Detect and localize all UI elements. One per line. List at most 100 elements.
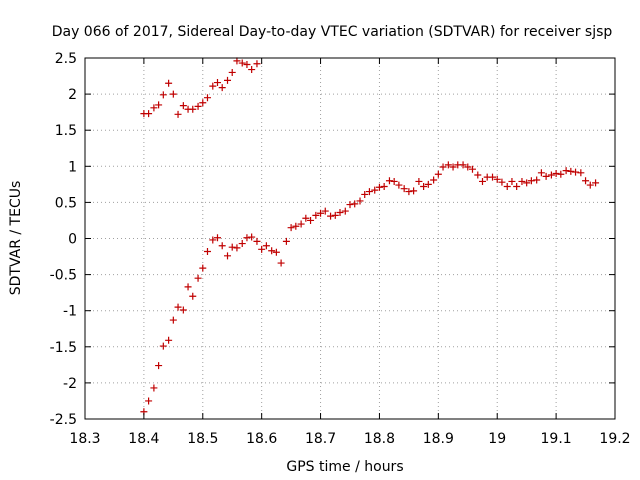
x-tick-labels: 18.3 18.4 18.5 18.6 18.7 18.8 18.9 19 19.1 19.2	[69, 431, 630, 447]
data-point	[518, 177, 526, 185]
data-point	[209, 236, 217, 244]
data-point	[321, 207, 329, 215]
data-point	[533, 176, 541, 184]
data-point	[582, 177, 590, 185]
data-point	[203, 94, 211, 102]
y-tick-label: 1	[68, 159, 77, 175]
data-point	[218, 242, 226, 250]
y-tick-label: 0	[68, 232, 77, 248]
data-point	[145, 397, 153, 405]
y-tick-label: 1.5	[55, 123, 77, 139]
data-point	[410, 187, 418, 195]
data-point	[312, 211, 320, 219]
data-point	[464, 163, 472, 171]
data-point	[224, 252, 232, 260]
data-point	[385, 177, 393, 185]
x-tick-label: 18.7	[305, 431, 336, 447]
data-point	[165, 336, 173, 344]
data-point	[317, 209, 325, 217]
data-point	[371, 186, 379, 194]
data-point	[474, 171, 482, 179]
data-point	[169, 90, 177, 98]
data-point	[297, 220, 305, 228]
data-point	[430, 176, 438, 184]
data-point	[243, 60, 251, 68]
data-point	[552, 170, 560, 178]
data-point	[444, 161, 452, 169]
data-point	[179, 306, 187, 314]
data-point	[238, 240, 246, 248]
data-point	[228, 68, 236, 76]
x-tick-label: 18.5	[187, 431, 218, 447]
data-point	[400, 185, 408, 193]
data-point	[155, 101, 163, 109]
data-point	[184, 283, 192, 291]
data-point	[292, 222, 300, 230]
y-tick-label: 2	[68, 87, 77, 103]
x-tick-label: 19.2	[599, 431, 630, 447]
data-point	[248, 66, 256, 74]
data-point	[341, 207, 349, 215]
data-points	[140, 57, 600, 416]
data-point	[253, 237, 261, 245]
chart-title: Day 066 of 2017, Sidereal Day-to-day VTE…	[52, 24, 613, 40]
data-point	[277, 259, 285, 267]
data-point	[493, 175, 501, 183]
data-point	[224, 76, 232, 84]
data-point	[468, 165, 476, 173]
data-point	[439, 163, 447, 171]
data-point	[586, 181, 594, 189]
data-point	[527, 177, 535, 185]
y-tick-label: 2.5	[55, 51, 77, 67]
data-point	[547, 171, 555, 179]
data-point	[562, 167, 570, 175]
data-point	[489, 173, 497, 181]
data-point	[356, 197, 364, 205]
data-point	[459, 161, 467, 169]
data-point	[150, 104, 158, 112]
data-point	[331, 211, 339, 219]
data-point	[572, 168, 580, 176]
data-point	[214, 79, 221, 87]
data-point	[577, 169, 585, 177]
data-point	[218, 84, 226, 92]
data-point	[380, 183, 388, 191]
x-tick-label: 19.1	[541, 431, 572, 447]
data-point	[194, 274, 202, 282]
data-point	[165, 79, 173, 87]
data-point	[390, 177, 398, 185]
y-tick-label: -2.5	[50, 412, 77, 428]
y-tick-label: 0.5	[55, 195, 77, 211]
data-point	[174, 303, 182, 311]
data-point	[268, 247, 276, 255]
data-point	[327, 212, 335, 220]
data-point	[479, 177, 486, 185]
data-point	[503, 183, 511, 191]
data-point	[537, 169, 545, 177]
data-point	[395, 181, 403, 189]
data-point	[405, 188, 413, 196]
data-point	[415, 177, 423, 185]
data-point	[361, 190, 369, 198]
x-tick-label: 18.9	[423, 431, 454, 447]
y-tick-label: -1	[63, 304, 77, 320]
y-tick-label: -0.5	[50, 268, 77, 284]
data-point	[253, 60, 261, 68]
data-point	[258, 245, 266, 253]
data-point	[194, 102, 202, 110]
data-point	[262, 242, 270, 250]
data-point	[307, 216, 315, 224]
data-point	[336, 209, 344, 217]
data-point	[238, 59, 246, 67]
data-point	[199, 264, 207, 272]
data-point	[248, 233, 256, 241]
data-point	[567, 167, 575, 175]
data-point	[243, 234, 251, 242]
data-point	[287, 224, 295, 232]
x-tick-label: 18.4	[128, 431, 159, 447]
data-point	[189, 105, 197, 113]
x-tick-label: 18.8	[364, 431, 395, 447]
x-tick-label: 18.6	[246, 431, 277, 447]
y-tick-label: -1.5	[50, 340, 77, 356]
data-point	[523, 179, 531, 187]
